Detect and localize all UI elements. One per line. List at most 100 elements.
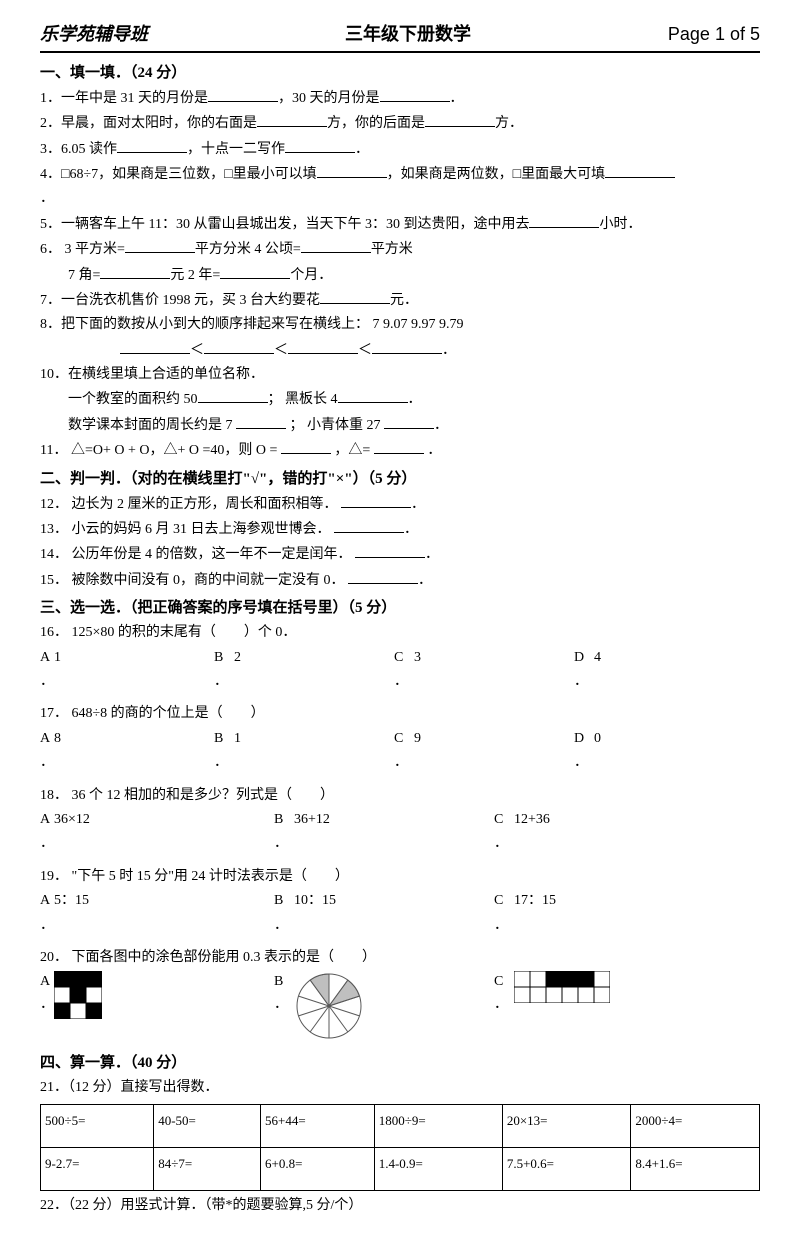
opt-c: 3 — [414, 647, 574, 669]
cell[interactable]: 84÷7= — [154, 1147, 261, 1190]
opt-b: 10：15 — [294, 890, 494, 912]
lt2: ＜ — [274, 343, 288, 358]
blank[interactable] — [220, 264, 290, 279]
blank[interactable] — [208, 87, 278, 102]
q16: 16． 125×80 的积的末尾有（ ）个 0． — [40, 622, 760, 644]
q5-text-a: 5．一辆客车上午 11：30 从雷山县城出发，当天下午 3：30 到达贵阳，途中… — [40, 217, 529, 232]
blank[interactable] — [198, 388, 268, 403]
q10-line1: 一个教室的面积约 50； 黑板长 4． — [68, 388, 760, 411]
q6-text-b: 平方分米 4 公顷= — [195, 242, 301, 257]
q6-line2: 7 角=元 2 年=个月． — [68, 264, 760, 287]
blank[interactable] — [338, 388, 408, 403]
opt-a-label: A． — [40, 971, 54, 1016]
blank[interactable] — [285, 138, 355, 153]
cell[interactable]: 2000÷4= — [631, 1104, 760, 1147]
opt-b-label: B — [274, 809, 294, 831]
cell[interactable]: 1800÷9= — [374, 1104, 502, 1147]
q1-text-a: 1．一年中是 31 天的月份是 — [40, 91, 208, 106]
q6-text-d: 7 角= — [68, 268, 100, 283]
table-row: 500÷5= 40-50= 56+44= 1800÷9= 20×13= 2000… — [41, 1104, 760, 1147]
blank[interactable] — [236, 414, 286, 429]
q11-text-c: ． — [424, 443, 442, 458]
q16-dots: ． ． ． ． — [40, 671, 760, 693]
blank[interactable] — [372, 339, 442, 354]
blank[interactable] — [425, 112, 495, 127]
q10-text-e: 数学课本封面的周长约是 7 — [68, 418, 236, 433]
cell[interactable]: 40-50= — [154, 1104, 261, 1147]
blank[interactable] — [317, 163, 387, 178]
q20-options: A． B． C． — [40, 971, 760, 1041]
dot: ． — [574, 671, 588, 693]
q12-text: 12． 边长为 2 厘米的正方形，周长和面积相等． — [40, 497, 338, 512]
blank[interactable] — [125, 238, 195, 253]
section2-title: 二、判一判．（对的在横线里打"√"，错的打"×"）（5 分） — [40, 467, 760, 491]
q3-text-a: 3．6.05 读作 — [40, 142, 117, 157]
opt-b: 2 — [234, 647, 394, 669]
q11: 11． △=O+ O + O，△+ O =40，则 O = ，△= ． — [40, 439, 760, 462]
blank[interactable] — [355, 543, 425, 558]
q6-text-a: 6． 3 平方米= — [40, 242, 125, 257]
cell[interactable]: 56+44= — [261, 1104, 375, 1147]
cell[interactable]: 1.4-0.9= — [374, 1147, 502, 1190]
q1-text-c: ． — [450, 91, 464, 106]
q7: 7．一台洗衣机售价 1998 元，买 3 台大约要花元． — [40, 289, 760, 312]
blank[interactable] — [204, 339, 274, 354]
q10-text-b: 一个教室的面积约 50 — [68, 392, 198, 407]
blank[interactable] — [281, 439, 331, 454]
q12: 12． 边长为 2 厘米的正方形，周长和面积相等． ． — [40, 493, 760, 516]
blank[interactable] — [100, 264, 170, 279]
pie-icon — [294, 971, 364, 1041]
q6-text-e: 元 2 年= — [170, 268, 220, 283]
blank[interactable] — [341, 493, 411, 508]
q4: 4．□68÷7，如果商是三位数，□里最小可以填，如果商是两位数，□里面最大可填 — [40, 163, 760, 186]
opt-a: 8 — [54, 728, 214, 750]
blank[interactable] — [117, 138, 187, 153]
cell[interactable]: 9-2.7= — [41, 1147, 154, 1190]
q10-title: 10．在横线里填上合适的单位名称． — [40, 364, 760, 386]
opt-d: 0 — [594, 728, 601, 750]
dot: ． — [494, 915, 508, 937]
q1: 1．一年中是 31 天的月份是，30 天的月份是． — [40, 87, 760, 110]
blank[interactable] — [348, 569, 418, 584]
opt-b-label: B — [274, 890, 294, 912]
section1-title: 一、填一填．（24 分） — [40, 61, 760, 85]
opt-a-label: A — [40, 728, 54, 750]
opt-a-label: A — [40, 809, 54, 831]
blank[interactable] — [120, 339, 190, 354]
blank[interactable] — [529, 213, 599, 228]
q21: 21．（12 分）直接写出得数． — [40, 1077, 760, 1099]
checkerboard-icon — [54, 971, 102, 1019]
q18-options: A36×12 B36+12 C12+36 — [40, 809, 760, 831]
q10-text-f: ； 小青体重 27 — [286, 418, 384, 433]
opt-d: 4 — [594, 647, 601, 669]
q2: 2．早晨，面对太阳时，你的右面是方，你的后面是方． — [40, 112, 760, 135]
cell[interactable]: 6+0.8= — [261, 1147, 375, 1190]
q6-text-c: 平方米 — [371, 242, 413, 257]
blank[interactable] — [374, 439, 424, 454]
q2-text-c: 方． — [495, 116, 523, 131]
cell[interactable]: 500÷5= — [41, 1104, 154, 1147]
cell[interactable]: 20×13= — [502, 1104, 631, 1147]
blank[interactable] — [605, 163, 675, 178]
table-row: 9-2.7= 84÷7= 6+0.8= 1.4-0.9= 7.5+0.6= 8.… — [41, 1147, 760, 1190]
bar-grid-icon — [514, 971, 610, 1003]
opt-c: 9 — [414, 728, 574, 750]
q15: 15． 被除数中间没有 0，商的中间就一定没有 0． ． — [40, 569, 760, 592]
blank[interactable] — [288, 339, 358, 354]
blank[interactable] — [384, 414, 434, 429]
blank[interactable] — [301, 238, 371, 253]
q14: 14． 公历年份是 4 的倍数，这一年不一定是闰年． ． — [40, 543, 760, 566]
dot: ． — [40, 752, 214, 774]
blank[interactable] — [380, 87, 450, 102]
q14-text: 14． 公历年份是 4 的倍数，这一年不一定是闰年． — [40, 547, 352, 562]
q7-text-b: 元． — [390, 293, 418, 308]
dot: ． — [40, 833, 274, 855]
blank[interactable] — [320, 289, 390, 304]
blank[interactable] — [334, 518, 404, 533]
blank[interactable] — [257, 112, 327, 127]
q17: 17． 648÷8 的商的个位上是（ ） — [40, 703, 760, 725]
cell[interactable]: 8.4+1.6= — [631, 1147, 760, 1190]
q17-options: A8 B1 C9 D0 — [40, 728, 760, 750]
dot: ． — [40, 915, 274, 937]
cell[interactable]: 7.5+0.6= — [502, 1147, 631, 1190]
